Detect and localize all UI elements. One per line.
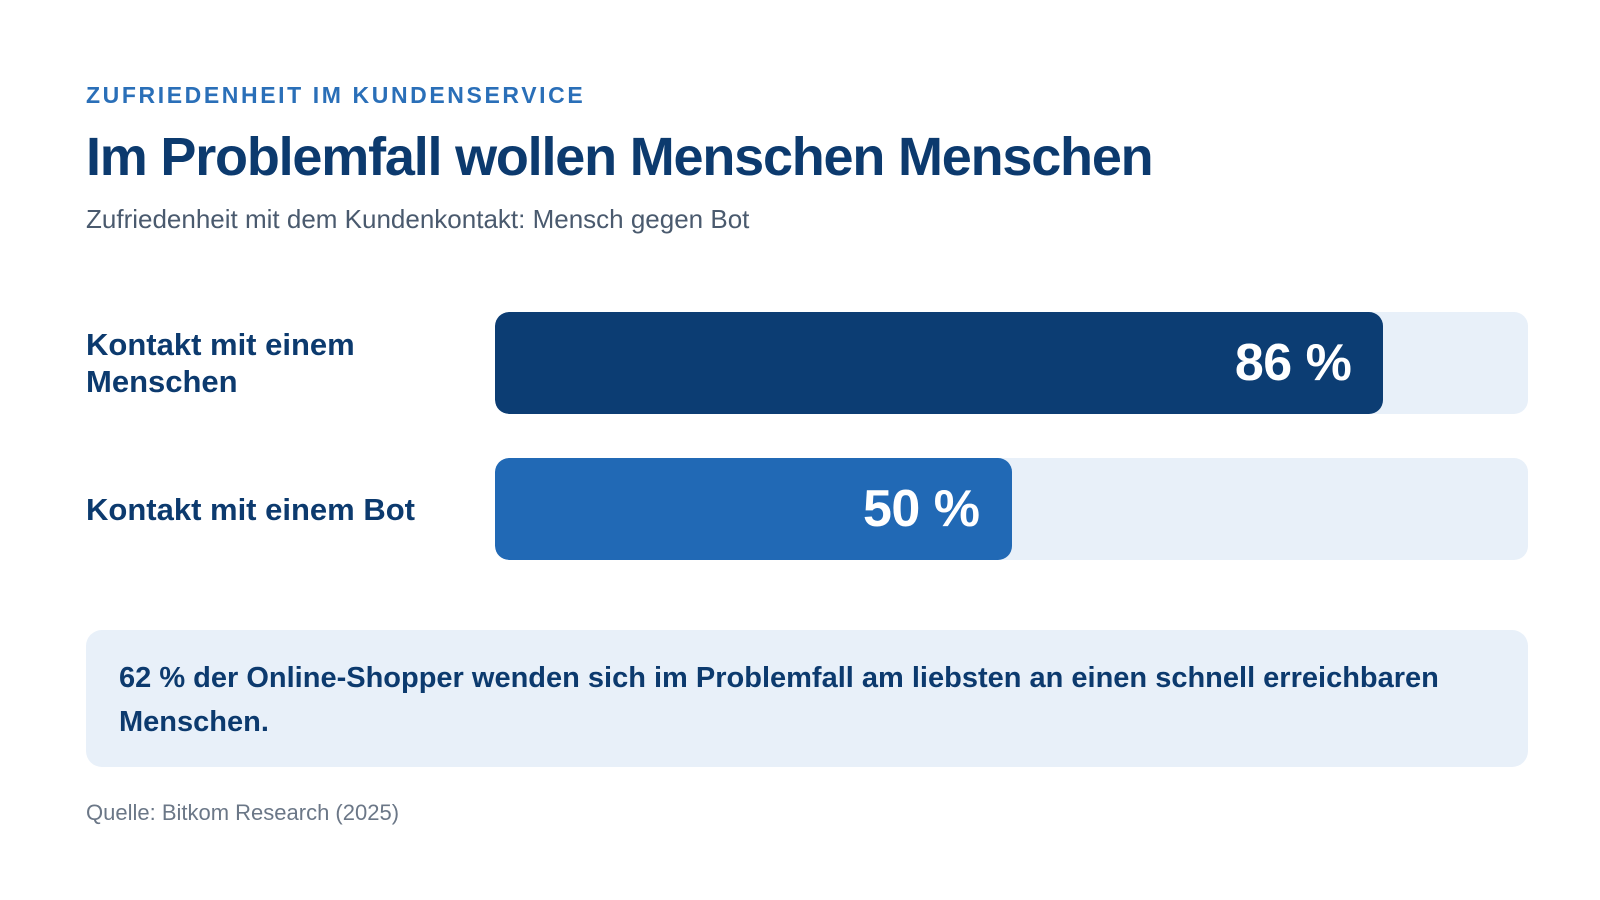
chart-subtitle: Zufriedenheit mit dem Kundenkontakt: Men…	[86, 204, 750, 234]
bar-value-label: 50 %	[862, 480, 980, 538]
kicker-label: ZUFRIEDENHEIT IM KUNDENSERVICE	[86, 82, 586, 108]
callout-text: 62 % der Online-Shopper wenden sich im P…	[119, 662, 1439, 738]
category-label: Kontakt mit einem Bot	[86, 491, 415, 527]
category-label: Kontakt mit einem Menschen	[86, 327, 355, 399]
bar-row-human: Kontakt mit einem Menschen 86 %	[86, 312, 1528, 414]
callout-box: 62 % der Online-Shopper wenden sich im P…	[86, 630, 1528, 767]
bar-track: 50 %	[495, 458, 1528, 560]
bar-row-bot: Kontakt mit einem Bot 50 %	[86, 458, 1528, 560]
bar-human: 86 %	[495, 312, 1384, 414]
source-note: Quelle: Bitkom Research (2025)	[86, 800, 400, 825]
bar-track: 86 %	[495, 312, 1528, 414]
bar-value-label: 86 %	[1234, 334, 1352, 392]
page-title: Im Problemfall wollen Menschen Menschen	[86, 127, 1154, 187]
bar-bot: 50 %	[495, 458, 1012, 560]
